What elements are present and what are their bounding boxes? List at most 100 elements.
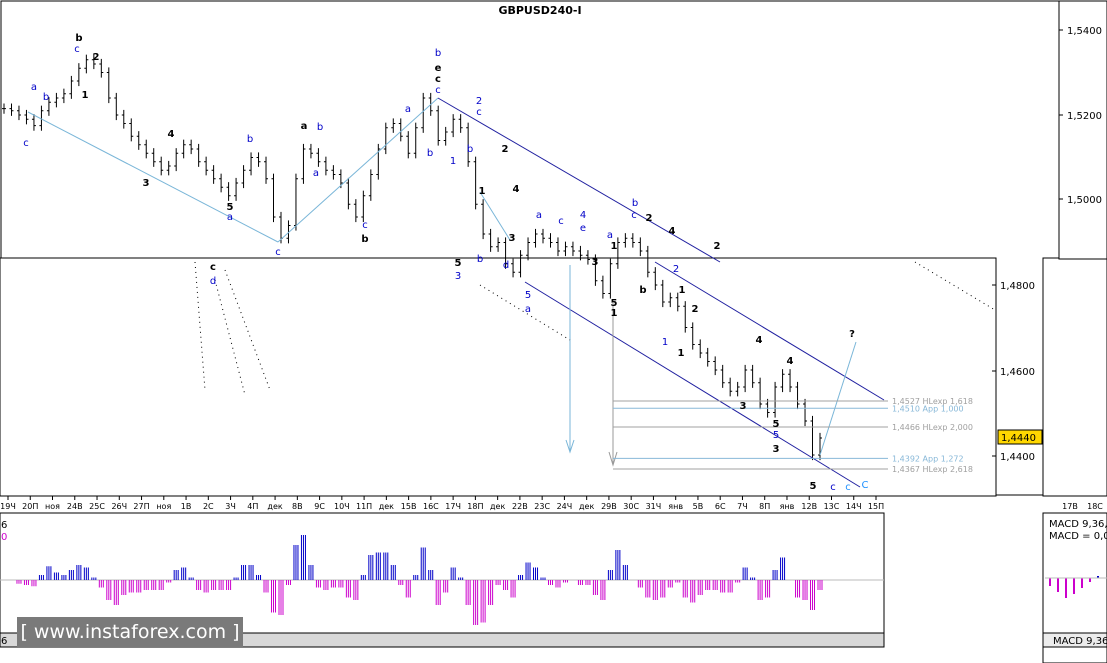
date-tick: 25С xyxy=(89,502,105,511)
wave-label: b xyxy=(427,148,433,159)
zigzag-line xyxy=(277,97,439,243)
wave-label: b xyxy=(317,122,323,133)
wave-label: 1 xyxy=(611,241,618,252)
wave-label: a xyxy=(607,230,613,241)
wave-label: ? xyxy=(849,329,855,340)
wave-label: b xyxy=(247,134,253,145)
date-tick: 18П xyxy=(467,502,483,511)
wave-label: b xyxy=(361,234,368,245)
date-tick: 6С xyxy=(715,502,726,511)
fib-level-label: 1,4466 HLexp 2,000 xyxy=(892,423,973,432)
date-tick: 4П xyxy=(247,502,258,511)
date-tick: 11П xyxy=(356,502,372,511)
wave-label: 4 xyxy=(787,356,794,367)
date-tick: 13С xyxy=(824,502,840,511)
price-tick: 1,5200 xyxy=(1067,111,1102,122)
fib-level-label: 1,4367 HLexp 2,618 xyxy=(892,465,973,474)
fib-level-label: 1,4392 App 1,272 xyxy=(892,454,964,463)
wave-label: 1 xyxy=(450,156,456,167)
wave-label: 1 xyxy=(82,90,89,101)
date-tick: дек xyxy=(490,502,505,511)
projection-line xyxy=(819,341,857,456)
price-tick: 1,5000 xyxy=(1067,195,1102,206)
wave-label: 4 xyxy=(513,184,520,195)
right-bottom-strip xyxy=(1042,632,1107,648)
date-tick: 17В xyxy=(1062,502,1078,511)
wave-label: d xyxy=(210,276,216,287)
wave-label: e xyxy=(580,223,586,234)
wave-label: b xyxy=(467,144,473,155)
wave-label: 5 xyxy=(773,419,780,430)
wave-label: c xyxy=(210,262,216,273)
wave-label: b xyxy=(75,33,82,44)
date-tick: 8В xyxy=(292,502,303,511)
wave-label: c xyxy=(830,482,836,493)
wave-label: c xyxy=(23,138,29,149)
upper-channel-lower xyxy=(654,261,885,401)
wave-label: c xyxy=(435,74,441,85)
wave-label: 1 xyxy=(611,308,618,319)
wave-label: 2 xyxy=(476,96,482,107)
indicator-left-bottom: 0 xyxy=(1,532,7,543)
date-tick: ноя xyxy=(156,502,171,511)
fib-level-label: 1,4510 App 1,000 xyxy=(892,404,964,413)
wave-label: 3 xyxy=(740,401,747,412)
dotted-trace xyxy=(914,261,996,311)
indicator-frame xyxy=(0,512,885,634)
date-tick: дек xyxy=(579,502,594,511)
wave-label: 2 xyxy=(673,264,679,275)
wave-label: 3 xyxy=(509,233,516,244)
date-tick: 31Ч xyxy=(646,502,662,511)
date-tick: 15В xyxy=(401,502,417,511)
date-tick: 24В xyxy=(67,502,83,511)
wave-label: a xyxy=(301,121,308,132)
wave-label: 5 xyxy=(455,258,462,269)
wave-label: a xyxy=(31,82,37,93)
wave-label: c xyxy=(476,107,482,118)
current-price-badge xyxy=(997,429,1043,445)
price-tick: 1,4800 xyxy=(1000,281,1035,292)
date-tick: 15П xyxy=(868,502,884,511)
date-tick: 23С xyxy=(534,502,550,511)
date-tick: 26Ч xyxy=(111,502,127,511)
wave-label: 3 xyxy=(143,178,150,189)
lower-channel xyxy=(524,281,861,488)
wave-label: 2 xyxy=(93,52,100,63)
date-tick: 2С xyxy=(203,502,214,511)
date-tick: 29В xyxy=(601,502,617,511)
price-tick: 1,4600 xyxy=(1000,367,1035,378)
macd-label-2: MACD = 0,00 xyxy=(1049,531,1107,542)
macd-label-1: MACD 9,36, xyxy=(1049,519,1107,530)
date-tick: 7Ч xyxy=(737,502,748,511)
date-tick: 17Ч xyxy=(445,502,461,511)
price-axis: 1,5400 1,5200 1,5000 1,4800 1,4600 1,440… xyxy=(992,26,1102,463)
wave-label: 5 xyxy=(227,202,234,213)
wave-label: e xyxy=(435,63,442,74)
wave-label: 3 xyxy=(773,444,780,455)
wave-label: 4 xyxy=(669,226,676,237)
wave-label: c xyxy=(631,210,637,221)
wave-label: b xyxy=(632,198,638,209)
wave-label: 3 xyxy=(455,271,461,282)
wave-label: d xyxy=(503,260,509,271)
current-price-label: 1,4440 xyxy=(1001,433,1036,444)
date-tick: 5В xyxy=(693,502,704,511)
price-tick: 1,4400 xyxy=(1000,452,1035,463)
date-tick: 14Ч xyxy=(846,502,862,511)
arrow-head xyxy=(565,439,575,454)
wave-label: a xyxy=(536,210,542,221)
watermark-logo: [ www.instaforex.com ] xyxy=(17,617,243,647)
date-tick: 19Ч xyxy=(0,502,16,511)
bottom-strip-left: 6 xyxy=(1,636,7,647)
date-tick: 30С xyxy=(623,502,639,511)
price-tick: 1,5400 xyxy=(1067,26,1102,37)
date-tick: 24Ч xyxy=(557,502,573,511)
fib-level-label: 1,4527 HLexp 1,618 xyxy=(892,397,973,406)
date-tick: 22В xyxy=(512,502,528,511)
aux-line xyxy=(479,191,511,241)
date-tick: янв xyxy=(780,502,795,511)
wave-label: 4 xyxy=(756,335,763,346)
date-tick: 27П xyxy=(133,502,149,511)
